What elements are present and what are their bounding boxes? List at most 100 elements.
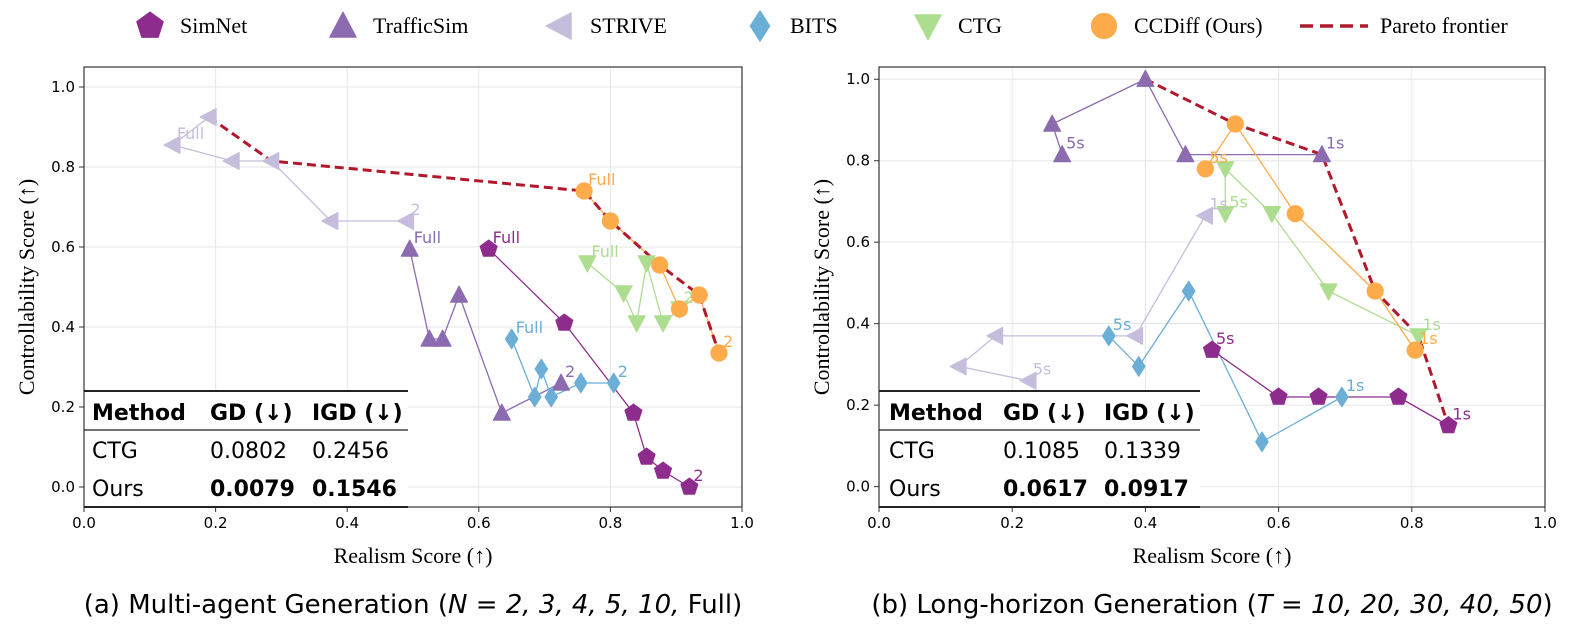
point-strive: [396, 211, 415, 231]
data-label-ctg: 2: [683, 288, 693, 307]
point-simnet: [1439, 416, 1458, 434]
legend-item-ctg: CTG: [914, 13, 1002, 41]
point-simnet: [653, 461, 673, 479]
table-background: [880, 392, 1200, 506]
table-header-cell: Method: [889, 401, 983, 426]
x-axis-label: Realism Score (↑): [1133, 543, 1292, 568]
data-label-simnet: 5s: [1216, 329, 1235, 348]
caption: (b) Long-horizon Generation (T = 10, 20,…: [871, 590, 1552, 620]
y-tick-label: 0.0: [51, 478, 75, 496]
series-line-trafficsim: [1051, 78, 1322, 156]
point-strive: [1125, 326, 1144, 345]
legend-label: STRIVE: [590, 13, 667, 38]
series-simnet: [479, 239, 699, 495]
data-label-trafficsim: Full: [414, 228, 441, 247]
table-cell: 0.0802: [210, 439, 287, 464]
legend-item-pareto-frontier: Pareto frontier: [1300, 13, 1508, 38]
x-tick-label: 1.0: [730, 514, 754, 532]
point-ccdiff-ours: [670, 300, 689, 318]
caption-suffix: ): [1542, 590, 1552, 620]
legend-swatch-ctg: [914, 14, 942, 41]
point-bits: [1255, 431, 1269, 453]
point-trafficsim: [552, 373, 571, 391]
x-tick-label: 0.8: [598, 514, 622, 532]
point-trafficsim: [420, 329, 439, 347]
point-bits: [1181, 280, 1196, 302]
data-label-bits: 5s: [1113, 315, 1132, 334]
point-strive: [199, 107, 217, 127]
legend-label: Pareto frontier: [1380, 13, 1508, 38]
point-bits: [504, 328, 519, 350]
point-ctg: [627, 315, 646, 333]
data-label-bits: 2: [618, 362, 628, 381]
x-axis-label: Realism Score (↑): [334, 543, 493, 568]
y-tick-label: 1.0: [51, 78, 75, 96]
legend-swatch-simnet: [136, 11, 164, 38]
y-tick-label: 1.0: [846, 70, 870, 88]
series-line-ctg: [586, 262, 680, 326]
ticks: 0.0 0.2 0.4 0.6 0.8 1.0 0.0 0.2 0.4 0.6 0.8 1.0: [846, 70, 1557, 532]
table-cell: 0.1339: [1104, 439, 1181, 464]
point-bits: [534, 358, 549, 380]
y-tick-label: 0.2: [846, 396, 870, 414]
point-ccdiff-ours: [1196, 160, 1214, 178]
point-bits: [573, 372, 588, 394]
chart-multi-agent: 0.0 0.2 0.4 0.6 0.8 1.0 0.0 0.2 0.4 0.6 0.8 1.0 Real…: [14, 66, 754, 620]
legend-label: CCDiff (Ours): [1134, 13, 1263, 38]
x-tick-label: 0.2: [1000, 514, 1024, 532]
series-line-simnet: [488, 248, 690, 488]
plot-frame: [83, 66, 743, 508]
point-bits: [606, 372, 621, 394]
point-trafficsim: [1053, 145, 1072, 163]
data-label-trafficsim: 5s: [1066, 134, 1085, 153]
data-label-strive: 1s: [1209, 195, 1228, 214]
metrics-table: Method GD (↓) IGD (↓) CTG 0.0802 0.2456 Ours 0.…: [84, 390, 408, 508]
legend-item-bits: BITS: [749, 10, 838, 42]
legend-item-simnet: SimNet: [136, 11, 247, 38]
table-header-cell: IGD (↓): [1104, 401, 1195, 426]
x-tick-label: 0.8: [1400, 514, 1424, 532]
point-trafficsim: [450, 285, 469, 303]
series-trafficsim: [1043, 69, 1331, 163]
y-axis-label: Controllability Score (↑): [809, 179, 834, 395]
data-label-ccdiff-ours: Full: [588, 170, 615, 189]
y-tick-label: 0.6: [51, 238, 75, 256]
point-ctg: [614, 285, 633, 303]
data-label-simnet: 2: [693, 466, 703, 485]
x-tick-label: 1.0: [1533, 514, 1557, 532]
legend-label: BITS: [790, 13, 838, 38]
point-strive: [986, 326, 1004, 345]
point-ccdiff-ours: [651, 256, 669, 274]
table-header-cell: Method: [92, 401, 186, 426]
data-label-bits: Full: [516, 318, 543, 337]
point-simnet: [624, 403, 643, 421]
x-tick-label: 0.4: [1133, 514, 1157, 532]
ticks: 0.0 0.2 0.4 0.6 0.8 1.0 0.0 0.2 0.4 0.6 0.8 1.0: [51, 78, 754, 532]
metrics-table: Method GD (↓) IGD (↓) CTG 0.1085 0.1339 Ours 0.…: [879, 390, 1200, 508]
series-strive: [949, 206, 1214, 390]
x-tick-label: 0.2: [204, 514, 228, 532]
table-cell: Ours: [889, 477, 941, 502]
caption-prefix: (b) Long-horizon Generation (: [871, 590, 1256, 620]
series-line-simnet: [1211, 349, 1449, 427]
table-cell: 0.1546: [312, 477, 397, 502]
table-cell: 0.0917: [1104, 477, 1189, 502]
data-label-strive: 2: [410, 200, 420, 219]
series-markers: [163, 107, 728, 495]
table-cell: 0.0079: [210, 477, 295, 502]
point-ctg: [578, 255, 597, 273]
point-trafficsim: [1136, 69, 1155, 87]
data-label-ctg: Full: [591, 242, 618, 261]
data-label-strive: Full: [177, 124, 204, 143]
data-label-ccdiff-ours: 1s: [1419, 329, 1438, 348]
point-strive: [222, 151, 240, 171]
point-bits: [527, 386, 542, 408]
series-bits: [1101, 280, 1349, 453]
legend-item-trafficsim: TrafficSim: [329, 11, 468, 38]
series-strive: [163, 107, 415, 231]
point-ctg: [1409, 328, 1428, 346]
series-simnet: [1202, 340, 1458, 434]
point-ctg: [1216, 161, 1235, 179]
data-label-ccdiff-ours: 2: [723, 332, 733, 351]
